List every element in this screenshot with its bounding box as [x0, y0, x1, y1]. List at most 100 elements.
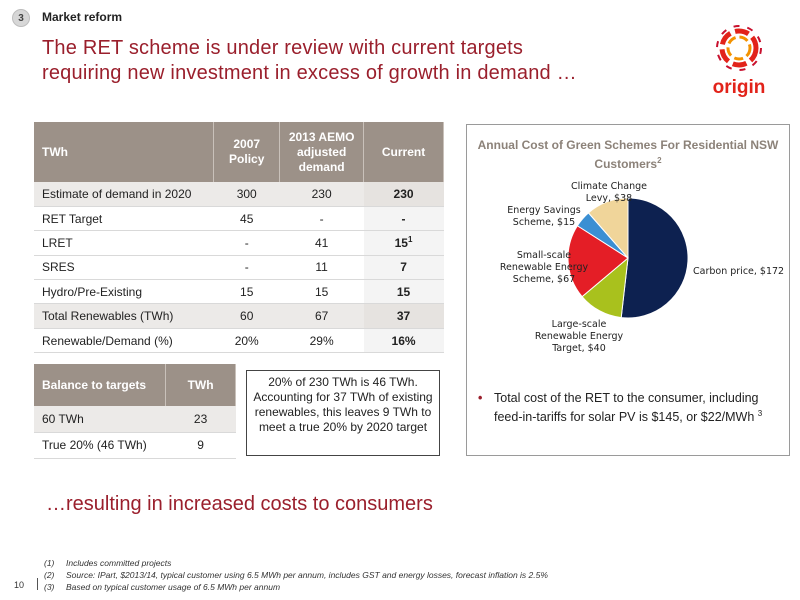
- subheading: …resulting in increased costs to consume…: [46, 493, 433, 515]
- footnote-number: (3): [44, 582, 55, 592]
- cell-2013-aemo-text: 230: [311, 186, 332, 201]
- footnote-marker: 1: [407, 235, 413, 245]
- pie-label-line: Carbon price, $172: [693, 266, 784, 277]
- row-label: Estimate of demand in 2020: [34, 182, 214, 207]
- footnote-number: (1): [44, 558, 55, 568]
- cell-current: 37: [363, 303, 444, 329]
- pie-slice-small-scale-renewable-energy-scheme: [567, 225, 629, 298]
- row-label: 60 TWh: [34, 406, 166, 433]
- cell-2013-aemo: 230: [279, 182, 364, 207]
- page-number-divider: [37, 578, 38, 590]
- cell-2007-policy-text: -: [244, 235, 249, 250]
- table-row: SRES - 11 7: [34, 255, 444, 281]
- callout-text: 20% of 230 TWh is 46 TWh. Accounting for…: [253, 375, 433, 434]
- pie-label-line: Scheme, $15: [513, 217, 575, 228]
- page-title-line-2: requiring new investment in excess of gr…: [42, 62, 577, 84]
- cell-current-text: 15: [396, 284, 411, 299]
- cell-2013-aemo: -: [279, 206, 364, 232]
- pie-label-line: Levy, $38: [586, 193, 632, 204]
- cell-2013-aemo: 11: [279, 255, 364, 281]
- row-label-text: Estimate of demand in 2020: [42, 186, 192, 201]
- cell-2007-policy-text: 60: [240, 309, 254, 324]
- col-header-2013-aemo: 2013 AEMO adjusted demand: [279, 122, 365, 182]
- pie-label-line: Energy Savings: [507, 205, 580, 216]
- row-label-text: Total Renewables (TWh): [42, 309, 174, 324]
- cell-2007-policy: 15: [213, 279, 280, 305]
- table-row: True 20% (46 TWh) 9: [34, 432, 236, 459]
- table-row: Renewable/Demand (%) 20% 29% 16%: [34, 328, 444, 354]
- col-header-balance: Balance to targets: [34, 364, 167, 406]
- table-row: LRET - 41 151: [34, 230, 444, 256]
- cell-current: 230: [363, 182, 444, 207]
- cell-2013-aemo-text: 11: [315, 260, 328, 275]
- cell-2007-policy-text: 20%: [234, 333, 259, 348]
- cell-2013-aemo: 67: [279, 303, 364, 329]
- row-label: SRES: [34, 255, 214, 281]
- cell-2007-policy: -: [213, 230, 280, 256]
- row-label: Hydro/Pre-Existing: [34, 279, 214, 305]
- bullet-text-body: Total cost of the RET to the consumer, i…: [494, 391, 759, 425]
- cell-2013-aemo: 15: [279, 279, 364, 305]
- page-title-line-1: The RET scheme is under review with curr…: [42, 37, 524, 59]
- cell-twh: 23: [165, 406, 236, 433]
- pie-label-line: Renewable Energy: [535, 331, 624, 342]
- origin-logo: origin: [704, 20, 774, 100]
- page-title: The RET scheme is under review with curr…: [42, 36, 662, 86]
- cell-2007-policy: 45: [213, 206, 280, 232]
- footnote-text: Based on typical customer usage of 6.5 M…: [66, 582, 281, 592]
- row-label: Renewable/Demand (%): [34, 328, 214, 354]
- bullet-text: Total cost of the RET to the consumer, i…: [494, 390, 784, 425]
- footnote-number: (2): [44, 570, 55, 580]
- row-label-text: Hydro/Pre-Existing: [42, 284, 143, 299]
- cell-2007-policy-text: -: [244, 260, 249, 275]
- cell-2007-policy-text: 300: [236, 186, 257, 201]
- section-number-badge: 3: [12, 9, 30, 27]
- pie-label-line: Climate Change: [571, 181, 647, 192]
- col-header-bal-twh: TWh: [165, 364, 236, 406]
- table-header-row: Balance to targets TWh: [34, 364, 236, 406]
- cell-twh: 9: [165, 432, 236, 459]
- cell-current-text: 37: [396, 309, 411, 324]
- cell-2007-policy: 60: [213, 303, 280, 329]
- pie-label-line: Renewable Energy: [500, 262, 589, 273]
- pie-label-line: Target, $40: [551, 343, 606, 354]
- col-header-twh: TWh: [34, 122, 215, 182]
- pie-label-carbon-price: Carbon price, $172: [693, 266, 784, 277]
- cell-current: 151: [363, 230, 444, 256]
- footnote-text: Includes committed projects: [66, 558, 172, 568]
- table-row: 60 TWh 23: [34, 406, 236, 433]
- table-header-row: TWh 2007 Policy 2013 AEMO adjusted deman…: [34, 122, 444, 182]
- row-label-text: SRES: [42, 260, 75, 275]
- cell-2007-policy: -: [213, 255, 280, 281]
- col-header-current: Current: [363, 122, 444, 182]
- cell-2013-aemo-text: 15: [314, 284, 329, 299]
- bullet-footnote: 3: [757, 409, 763, 418]
- pie-slice-climate-change-levy: [587, 197, 629, 260]
- col-header-2007-policy: 2007 Policy: [213, 122, 281, 182]
- cell-2013-aemo-text: 29%: [309, 333, 334, 348]
- pie-label-small-scale-renewable-energy-scheme: Small-scale Renewable Energy Scheme, $67: [500, 250, 589, 285]
- pie-chart-panel: Annual Cost of Green Schemes For Residen…: [466, 124, 790, 456]
- cell-current: 7: [363, 255, 444, 281]
- pie-label-climate-change-levy: Climate Change Levy, $38: [571, 181, 647, 204]
- page-number: 10: [14, 580, 25, 590]
- pie-label-line: Scheme, $67: [513, 274, 575, 285]
- cell-2013-aemo: 41: [279, 230, 364, 256]
- chart-title-text: Annual Cost of Green Schemes For Residen…: [477, 138, 779, 171]
- row-label: Total Renewables (TWh): [34, 303, 214, 329]
- pie-label-line: Small-scale: [517, 250, 571, 261]
- pie-label-large-scale-renewable-energy-target: Large-scale Renewable Energy Target, $40: [535, 319, 624, 354]
- cell-2007-policy-text: 15: [240, 284, 254, 299]
- cell-current: -: [363, 206, 444, 232]
- cell-current-text: -: [401, 211, 406, 226]
- balance-to-targets-table: Balance to targets TWh 60 TWh 23 True 20% …: [34, 364, 236, 459]
- pie-label-energy-savings-scheme: Energy Savings Scheme, $15: [507, 205, 580, 228]
- cell-current-text: 7: [400, 260, 407, 275]
- pie-label-line: Large-scale: [552, 319, 607, 330]
- row-label: LRET: [34, 230, 214, 256]
- row-label-text: LRET: [42, 235, 73, 250]
- cell-current-text: 15: [394, 236, 408, 251]
- footnote-text: Source: IPart, $2013/14, typical custome…: [66, 570, 548, 580]
- cell-2007-policy-text: 45: [240, 211, 254, 226]
